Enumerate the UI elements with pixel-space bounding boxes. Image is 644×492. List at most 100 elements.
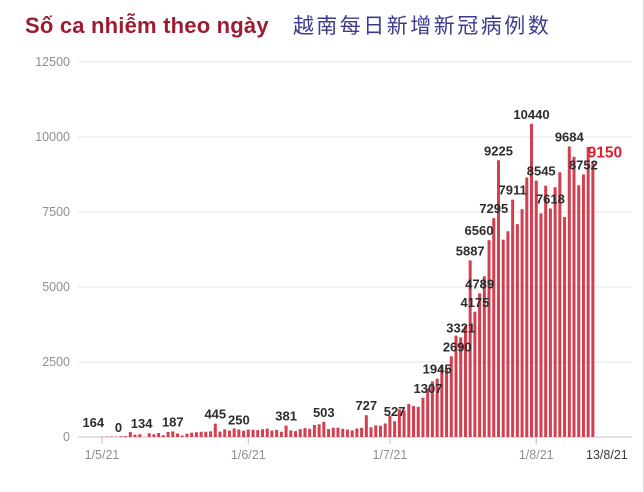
bar (279, 431, 283, 437)
bar (511, 199, 515, 437)
bar (383, 423, 387, 437)
bar (520, 209, 524, 437)
data-label: 187 (162, 414, 184, 429)
bar (194, 432, 198, 437)
bar (591, 162, 595, 437)
bar (317, 424, 321, 437)
bar (232, 428, 236, 437)
bar (530, 123, 534, 438)
bar (478, 293, 482, 437)
bar (133, 434, 137, 437)
bar (209, 431, 213, 437)
bar (412, 406, 416, 437)
bar (515, 224, 519, 437)
data-label: 134 (131, 416, 153, 431)
bar (213, 423, 217, 437)
bar (152, 434, 156, 437)
bar (496, 160, 500, 437)
bar (237, 429, 241, 437)
bar (364, 415, 368, 437)
bar (388, 415, 392, 437)
data-label: 9684 (555, 130, 585, 145)
bar (454, 335, 458, 437)
bar (157, 432, 161, 437)
bar (430, 381, 434, 437)
bar (289, 430, 293, 437)
bar (345, 429, 349, 437)
data-label: 727 (355, 398, 377, 413)
bar (463, 325, 467, 437)
bar (473, 311, 477, 437)
bar (416, 406, 420, 437)
bar (223, 429, 227, 437)
bar (440, 365, 444, 437)
bar (548, 208, 552, 437)
chart-title-vietnamese: Số ca nhiễm theo ngày (25, 13, 269, 38)
bar (506, 231, 510, 437)
data-label: 164 (82, 415, 104, 430)
bar (246, 429, 250, 437)
bar (577, 185, 581, 437)
bar (492, 218, 496, 437)
bar (449, 356, 453, 437)
bar (190, 432, 194, 437)
data-label: 2690 (443, 339, 472, 354)
bar (322, 421, 326, 437)
x-axis-tick-label: 1/6/21 (231, 448, 266, 462)
bar (544, 185, 548, 437)
bar (199, 431, 203, 437)
data-label: 381 (275, 409, 297, 424)
bar (298, 429, 302, 437)
y-axis-tick-label: 12500 (35, 55, 70, 69)
bar (303, 428, 307, 437)
bar (468, 260, 472, 437)
x-axis-tick-label: 1/8/21 (519, 448, 554, 462)
bar (553, 187, 557, 437)
y-axis-tick-label: 7500 (42, 205, 70, 219)
bar (369, 427, 373, 437)
chart-title-row: Số ca nhiễm theo ngày 越南每日新增新冠病例数 (25, 10, 551, 40)
bar (270, 430, 274, 437)
bar (459, 337, 463, 437)
data-label: 250 (228, 413, 250, 428)
data-label: 1307 (414, 381, 443, 396)
data-label: 5887 (456, 243, 485, 258)
bar (161, 435, 165, 437)
bar (558, 172, 562, 437)
bar (355, 428, 359, 437)
bar (171, 431, 175, 437)
data-label: 0 (115, 420, 122, 435)
bar (124, 436, 128, 437)
highlighted-data-label: 9150 (588, 145, 622, 162)
y-axis-tick-label: 0 (63, 430, 70, 444)
x-axis-tick-label: 13/8/21 (586, 448, 628, 462)
data-label: 527 (384, 404, 406, 419)
bar (567, 146, 571, 438)
y-axis-tick-label: 2500 (42, 355, 70, 369)
bar (227, 430, 231, 437)
data-label: 503 (313, 405, 335, 420)
bar (218, 431, 222, 437)
y-axis-tick-label: 10000 (35, 130, 70, 144)
bar (534, 180, 538, 437)
bar (204, 431, 208, 437)
bar (525, 177, 529, 437)
bar (308, 428, 312, 437)
bar (331, 427, 335, 437)
data-label: 8545 (527, 164, 556, 179)
bar (336, 427, 340, 437)
x-axis-tick-label: 1/5/21 (85, 448, 120, 462)
data-label: 8752 (569, 157, 598, 172)
bar (350, 430, 354, 437)
bar (402, 410, 406, 437)
data-label: 10440 (513, 107, 549, 122)
bar (360, 427, 364, 437)
data-label: 9225 (484, 143, 513, 158)
bar (426, 388, 430, 437)
bar (581, 174, 585, 437)
data-label: 6560 (465, 223, 494, 238)
bar (435, 378, 439, 437)
y-axis-tick-label: 5000 (42, 280, 70, 294)
bar (284, 425, 288, 437)
